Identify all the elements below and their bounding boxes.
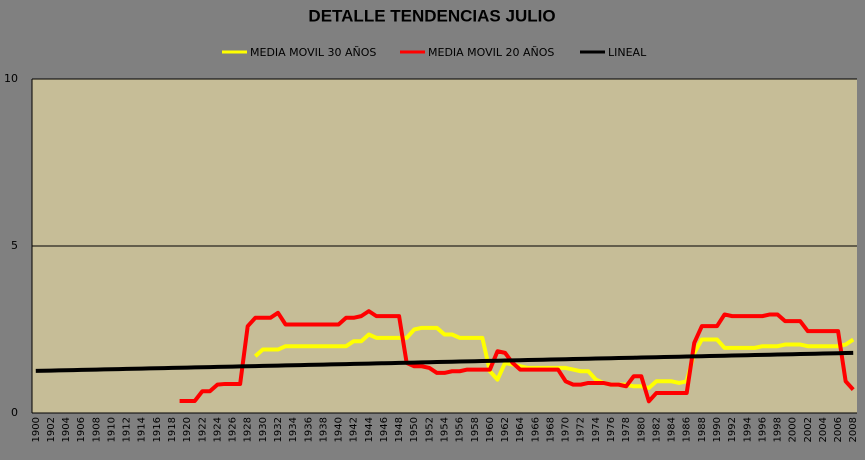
x-tick-label: 1938 — [318, 417, 329, 442]
x-tick-label: 2002 — [803, 417, 814, 442]
x-tick-label: 1976 — [606, 417, 617, 442]
y-tick-label: 0 — [11, 406, 18, 419]
x-tick-label: 1960 — [485, 417, 496, 442]
x-tick-label: 1942 — [349, 417, 360, 442]
x-tick-label: 1902 — [46, 417, 57, 442]
x-tick-label: 2000 — [788, 417, 799, 442]
x-tick-label: 2004 — [818, 417, 829, 442]
x-tick-label: 1984 — [667, 417, 678, 442]
x-tick-label: 2008 — [848, 417, 859, 442]
x-tick-label: 1932 — [273, 417, 284, 442]
x-tick-label: 1992 — [727, 417, 738, 442]
x-tick-label: 1994 — [742, 417, 753, 442]
y-tick-label: 10 — [4, 72, 18, 85]
x-tick-label: 1914 — [137, 417, 148, 442]
x-tick-label: 1990 — [712, 417, 723, 442]
series-line — [35, 350, 854, 373]
x-tick-label: 1952 — [424, 417, 435, 442]
x-tick-label: 1980 — [636, 417, 647, 442]
chart-title: DETALLE TENDENCIAS JULIO — [308, 6, 555, 25]
x-tick-label: 1998 — [773, 417, 784, 442]
x-tick-label: 1950 — [409, 417, 420, 442]
x-tick-label: 1906 — [76, 417, 87, 442]
x-tick-label: 1940 — [334, 417, 345, 442]
x-tick-label: 1930 — [258, 417, 269, 442]
x-tick-label: 1988 — [697, 417, 708, 442]
x-tick-label: 1912 — [122, 417, 133, 442]
x-tick-label: 1954 — [440, 417, 451, 442]
x-tick-label: 1962 — [500, 417, 511, 442]
x-tick-label: 1916 — [152, 417, 163, 442]
x-tick-label: 1934 — [288, 417, 299, 442]
x-tick-label: 1982 — [651, 417, 662, 442]
x-tick-label: 1918 — [167, 417, 178, 442]
x-tick-label: 1974 — [591, 417, 602, 442]
x-tick-label: 1986 — [682, 417, 693, 442]
x-tick-label: 1928 — [243, 417, 254, 442]
legend-label: MEDIA MOVIL 20 AÑOS — [428, 46, 554, 59]
legend-label: MEDIA MOVIL 30 AÑOS — [250, 46, 376, 59]
x-tick-label: 1900 — [31, 417, 42, 442]
x-tick-label: 1970 — [561, 417, 572, 442]
x-tick-label: 1972 — [576, 417, 587, 442]
x-tick-label: 1996 — [757, 417, 768, 442]
x-tick-label: 2006 — [833, 417, 844, 442]
x-tick-label: 1908 — [91, 417, 102, 442]
x-tick-label: 1978 — [621, 417, 632, 442]
x-tick-label: 1920 — [182, 417, 193, 442]
x-tick-label: 1948 — [394, 417, 405, 442]
x-tick-label: 1922 — [197, 417, 208, 442]
x-tick-label: 1944 — [364, 417, 375, 442]
x-tick-label: 1968 — [545, 417, 556, 442]
x-tick-label: 1964 — [515, 417, 526, 442]
series-line — [179, 309, 855, 404]
y-tick-label: 5 — [11, 239, 18, 252]
x-tick-label: 1936 — [303, 417, 314, 442]
x-tick-label: 1966 — [530, 417, 541, 442]
x-tick-label: 1904 — [61, 417, 72, 442]
legend-label: LINEAL — [608, 46, 647, 59]
x-tick-label: 1946 — [379, 417, 390, 442]
x-tick-label: 1958 — [470, 417, 481, 442]
x-tick-label: 1924 — [212, 417, 223, 442]
x-tick-label: 1956 — [455, 417, 466, 442]
x-tick-label: 1910 — [106, 417, 117, 442]
x-tick-label: 1926 — [228, 417, 239, 442]
